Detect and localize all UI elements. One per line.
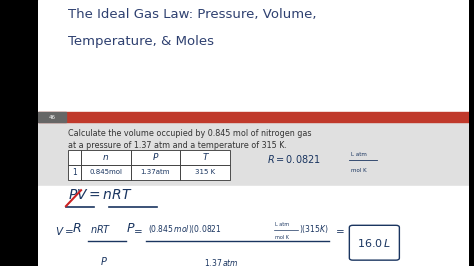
Text: 0.845mol: 0.845mol [90, 169, 122, 175]
Text: mol K: mol K [351, 168, 366, 173]
Bar [68, 150, 81, 165]
Bar [38, 0, 469, 122]
Text: L atm: L atm [275, 222, 289, 227]
Text: T: T [202, 153, 208, 162]
Text: $=$: $=$ [333, 225, 345, 235]
Text: Calculate the volume occupied by 0.845 mol of nitrogen gas: Calculate the volume occupied by 0.845 m… [68, 129, 311, 138]
Text: $P$: $P$ [100, 255, 109, 266]
Text: L atm: L atm [351, 152, 366, 157]
Bar [38, 112, 66, 122]
Text: $nRT$: $nRT$ [90, 223, 111, 235]
Text: 1.37atm: 1.37atm [141, 169, 170, 175]
Bar [180, 150, 230, 165]
Text: $)(315K)$: $)(315K)$ [299, 223, 329, 235]
Text: at a pressure of 1.37 atm and a temperature of 315 K.: at a pressure of 1.37 atm and a temperat… [68, 141, 287, 150]
Text: 46: 46 [48, 115, 55, 119]
Text: The Ideal Gas Law: Pressure, Volume,: The Ideal Gas Law: Pressure, Volume, [68, 8, 317, 21]
Text: $16.0\,L$: $16.0\,L$ [357, 237, 392, 249]
Text: $PV = nRT$: $PV = nRT$ [68, 188, 133, 202]
Bar [38, 122, 469, 266]
Text: mol K: mol K [275, 235, 289, 240]
Text: 1: 1 [72, 168, 77, 177]
Text: $=$: $=$ [131, 225, 142, 235]
Bar [81, 150, 131, 165]
Text: $P$: $P$ [127, 222, 136, 235]
Text: P: P [153, 153, 158, 162]
Text: $R$: $R$ [73, 222, 82, 235]
Text: 315 K: 315 K [195, 169, 215, 175]
Bar [131, 150, 180, 165]
Text: $(0.845\,mol)(0.0821$: $(0.845\,mol)(0.0821$ [148, 223, 222, 235]
Bar [38, 186, 469, 266]
Bar [131, 165, 180, 180]
Bar [81, 165, 131, 180]
Text: n: n [103, 153, 109, 162]
Bar [38, 112, 469, 122]
Text: Temperature, & Moles: Temperature, & Moles [68, 35, 214, 48]
Text: $R= 0.0821$: $R= 0.0821$ [266, 153, 320, 165]
Text: $1.37\,atm$: $1.37\,atm$ [204, 257, 239, 266]
Bar [68, 165, 81, 180]
FancyBboxPatch shape [349, 225, 400, 260]
Text: $V=$: $V=$ [55, 225, 74, 237]
Bar [180, 165, 230, 180]
